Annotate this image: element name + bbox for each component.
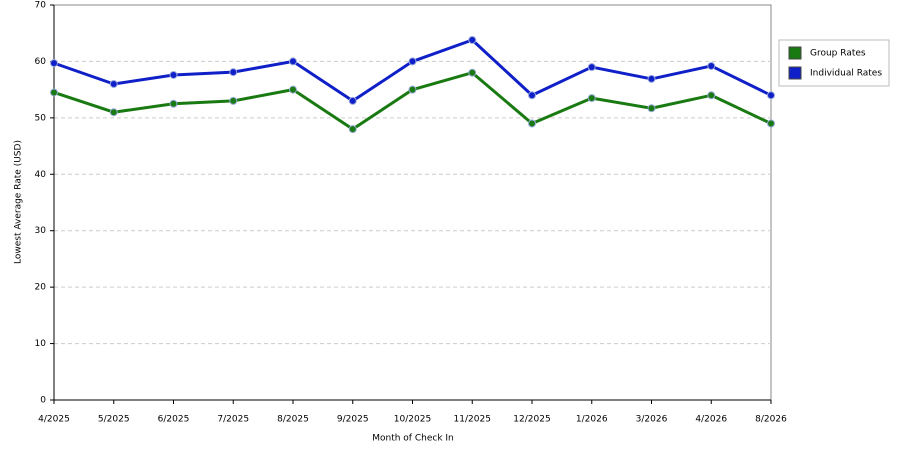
x-tick-label: 4/2026 bbox=[695, 415, 727, 425]
point bbox=[229, 96, 238, 105]
legend-swatch bbox=[788, 66, 802, 80]
x-tick-label: 1/2026 bbox=[576, 415, 608, 425]
y-tick-label: 60 bbox=[35, 57, 47, 67]
point bbox=[587, 63, 596, 72]
point bbox=[408, 57, 417, 66]
point bbox=[647, 104, 656, 113]
point bbox=[169, 70, 178, 79]
point bbox=[50, 88, 58, 97]
x-axis-label: Month of Check In bbox=[372, 434, 454, 444]
point bbox=[587, 94, 596, 103]
point bbox=[528, 119, 536, 128]
point bbox=[707, 91, 716, 100]
legend-swatch bbox=[788, 46, 802, 60]
y-axis-label: Lowest Average Rate (USD) bbox=[14, 140, 24, 264]
point bbox=[289, 85, 297, 94]
y-tick-label: 10 bbox=[35, 339, 47, 349]
point bbox=[408, 85, 417, 94]
point bbox=[468, 68, 477, 77]
y-tick-label: 50 bbox=[35, 113, 47, 123]
point bbox=[50, 59, 58, 68]
point bbox=[289, 57, 297, 66]
point bbox=[229, 68, 238, 77]
point bbox=[528, 91, 536, 100]
y-tick-label: 0 bbox=[40, 396, 46, 406]
point bbox=[348, 125, 357, 134]
point bbox=[767, 91, 775, 100]
y-tick-label: 40 bbox=[35, 170, 47, 180]
x-tick-label: 4/2025 bbox=[38, 415, 70, 425]
x-tick-label: 3/2026 bbox=[636, 415, 668, 425]
x-tick-label: 9/2025 bbox=[337, 415, 369, 425]
point bbox=[348, 96, 357, 105]
y-tick-label: 70 bbox=[35, 1, 47, 11]
legend-label: Individual Rates bbox=[810, 69, 882, 79]
point bbox=[647, 74, 656, 83]
point bbox=[109, 108, 118, 117]
x-tick-label: 8/2025 bbox=[277, 415, 309, 425]
x-tick-label: 6/2025 bbox=[158, 415, 190, 425]
x-tick-label: 10/2025 bbox=[394, 415, 431, 425]
plot-frame bbox=[53, 4, 772, 401]
point bbox=[109, 80, 118, 88]
point bbox=[707, 61, 716, 70]
y-tick-label: 20 bbox=[35, 283, 47, 293]
x-tick-label: 5/2025 bbox=[98, 415, 130, 425]
x-tick-label: 12/2025 bbox=[513, 415, 550, 425]
legend-label: Group Rates bbox=[810, 49, 866, 59]
point bbox=[767, 119, 775, 128]
y-tick-label: 30 bbox=[35, 226, 47, 236]
x-tick-label: 8/2026 bbox=[755, 415, 787, 425]
x-tick-label: 7/2025 bbox=[217, 415, 249, 425]
point bbox=[169, 99, 178, 108]
point bbox=[468, 35, 477, 44]
x-tick-label: 11/2025 bbox=[454, 415, 491, 425]
